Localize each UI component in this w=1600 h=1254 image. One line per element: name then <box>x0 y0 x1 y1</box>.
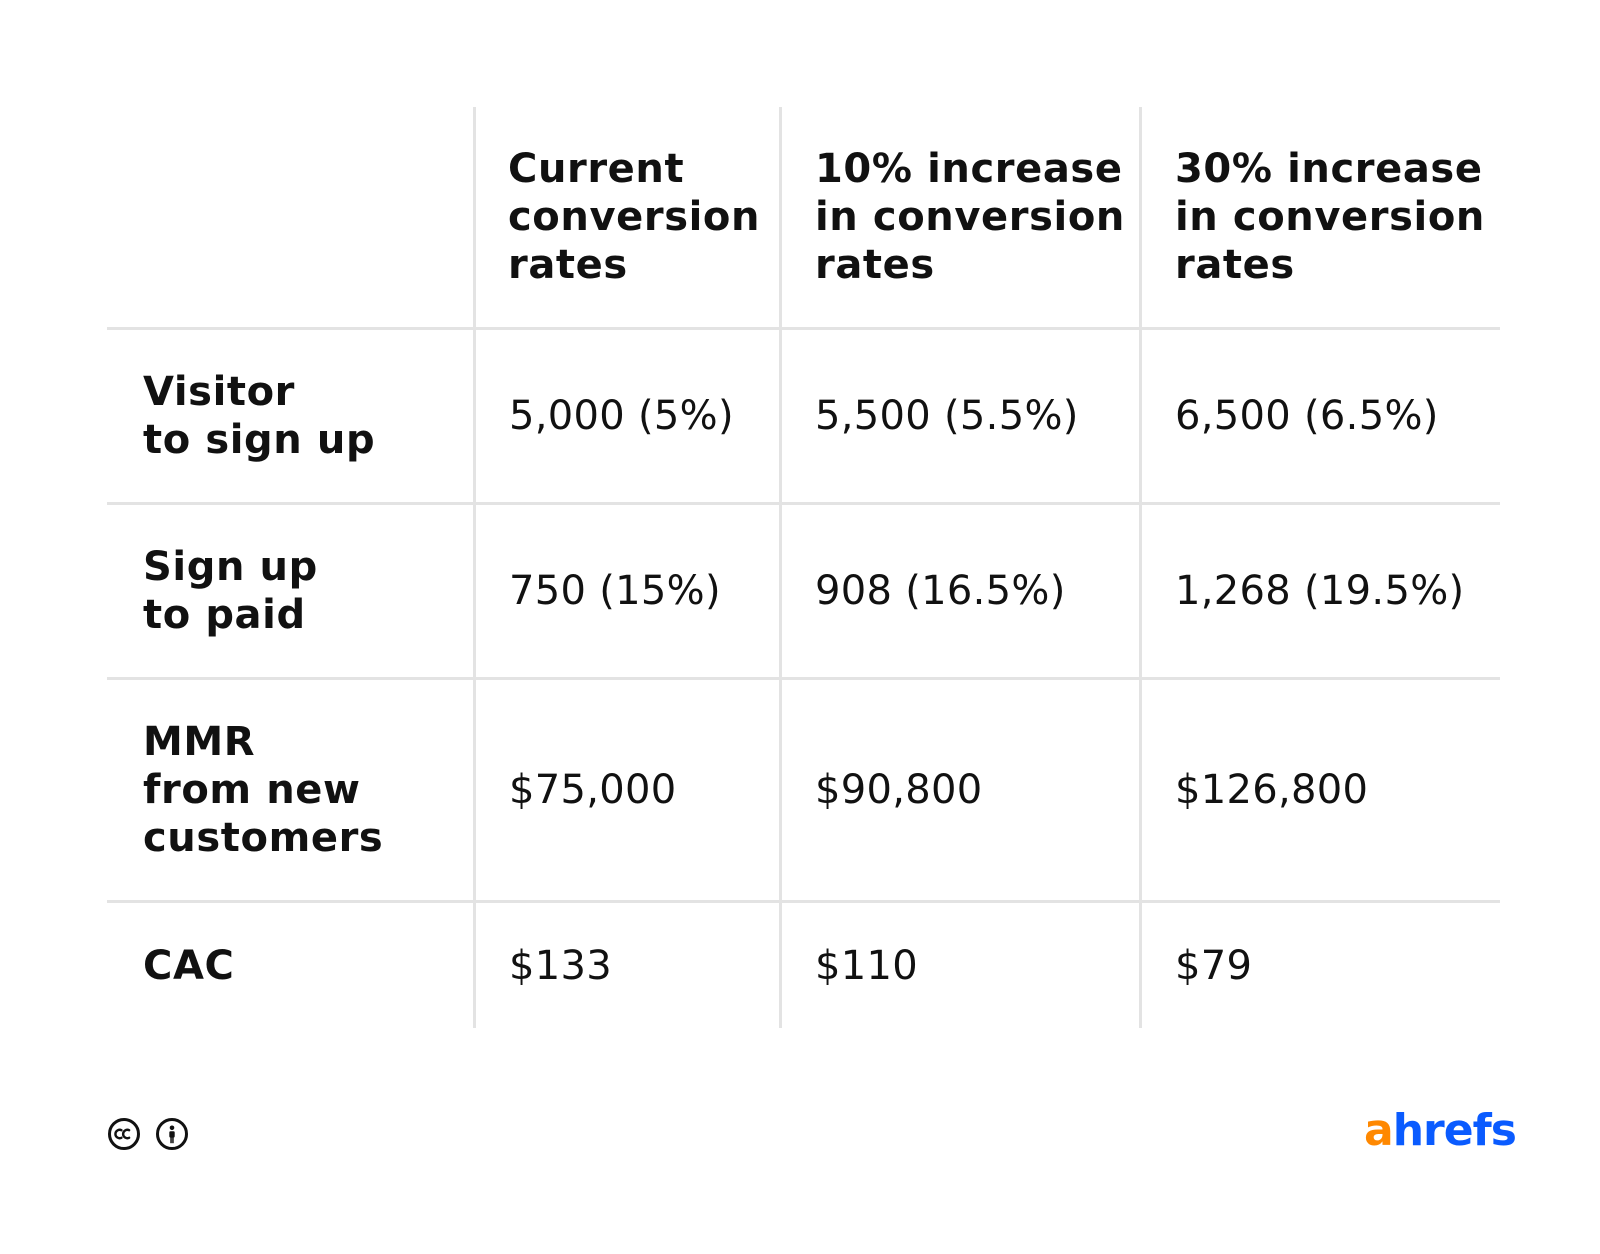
cell-visitor-10-percent: 5,500 (5.5%) <box>815 393 1079 439</box>
row-label-sign-up-to-paid: Sign up to paid <box>143 544 318 638</box>
cell-mmr-current: $75,000 <box>509 767 677 813</box>
comparison-table: Current conversion rates 10% increase in… <box>107 107 1500 1028</box>
row-divider <box>107 677 1500 680</box>
cell-mmr-10-percent: $90,800 <box>815 767 983 813</box>
row-label-mmr-from-new-customers: MMR from new customers <box>143 719 384 861</box>
ahrefs-logo: ahrefs <box>1364 1106 1517 1156</box>
column-header-current: Current conversion rates <box>508 146 761 288</box>
column-divider <box>1139 107 1142 1028</box>
table-grid: Current conversion rates 10% increase in… <box>107 107 1500 1028</box>
row-divider <box>107 900 1500 903</box>
brand-a: a <box>1364 1105 1394 1156</box>
row-label-visitor-to-sign-up: Visitor to sign up <box>143 369 376 463</box>
license-icons <box>107 1117 189 1151</box>
cell-signup-current: 750 (15%) <box>509 568 721 614</box>
row-label-cac: CAC <box>143 942 235 989</box>
row-divider <box>107 327 1500 330</box>
creative-commons-icon <box>107 1117 141 1151</box>
cell-signup-10-percent: 908 (16.5%) <box>815 568 1066 614</box>
cell-visitor-30-percent: 6,500 (6.5%) <box>1175 393 1439 439</box>
cell-cac-10-percent: $110 <box>815 942 918 989</box>
column-header-10-percent: 10% increase in conversion rates <box>815 146 1125 288</box>
cell-signup-30-percent: 1,268 (19.5%) <box>1175 568 1465 614</box>
cell-visitor-current: 5,000 (5%) <box>509 393 734 439</box>
cell-mmr-30-percent: $126,800 <box>1175 767 1369 813</box>
column-header-30-percent: 30% increase in conversion rates <box>1175 146 1485 288</box>
cell-cac-current: $133 <box>509 942 612 989</box>
brand-hrefs: hrefs <box>1392 1105 1517 1156</box>
column-divider <box>779 107 782 1028</box>
cell-cac-30-percent: $79 <box>1175 942 1253 989</box>
brand-text: ahrefs <box>1364 1105 1517 1156</box>
column-divider <box>473 107 476 1028</box>
row-divider <box>107 502 1500 505</box>
attribution-icon <box>155 1117 189 1151</box>
